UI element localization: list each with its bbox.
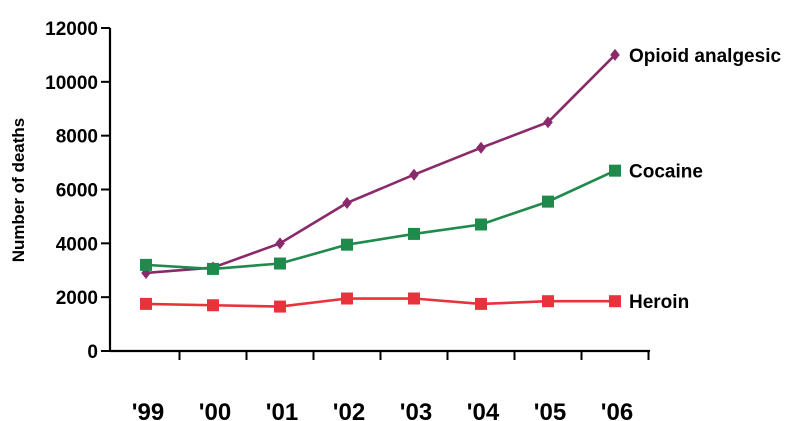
x-tick-label: '01 (266, 399, 298, 421)
y-tick-label: 12000 (45, 19, 98, 40)
x-tick-label: '02 (333, 399, 365, 421)
x-tick-label: '04 (467, 399, 500, 421)
x-tick-label: '99 (132, 399, 164, 421)
data-point (475, 297, 487, 310)
x-tick-label: '03 (400, 399, 432, 421)
data-point (609, 295, 621, 308)
data-point (140, 258, 152, 271)
data-point (408, 292, 420, 305)
series-cocaine: Cocaine (140, 162, 703, 275)
series-group: Opioid analgesic Cocaine Heroin (140, 46, 781, 313)
data-point (274, 300, 286, 313)
data-point (140, 297, 152, 310)
series-opioid-analgesic: Opioid analgesic (141, 46, 781, 279)
data-point (275, 237, 285, 250)
data-point (207, 262, 219, 275)
series-heroin: Heroin (140, 292, 689, 313)
data-point (408, 227, 420, 240)
data-point (342, 196, 352, 209)
series-line-heroin (145, 297, 615, 308)
series-label: Heroin (629, 292, 689, 313)
data-point (542, 195, 554, 208)
y-tick-label: 10000 (45, 73, 98, 94)
data-point (543, 116, 553, 129)
series-label: Cocaine (629, 162, 703, 183)
x-tick-label: '00 (199, 399, 231, 421)
y-tick-label: 6000 (56, 181, 98, 202)
y-tick-label: 8000 (56, 127, 98, 148)
y-tick-label: 2000 (56, 288, 98, 309)
data-point (409, 168, 419, 181)
data-point (274, 257, 286, 270)
data-point (341, 292, 353, 305)
x-tick-label: '05 (534, 399, 566, 421)
y-tick-label: 4000 (56, 234, 98, 255)
data-point (475, 218, 487, 231)
data-point (542, 295, 554, 308)
x-ticks: '99 '00 '01 '02 '03 '04 '05 '06 (132, 351, 650, 421)
data-point (609, 164, 621, 177)
data-point (610, 48, 620, 61)
data-point (207, 299, 219, 312)
series-line-cocaine (145, 169, 616, 271)
data-point (341, 238, 353, 251)
y-ticks: 0 2000 4000 6000 8000 10000 12000 (45, 19, 110, 363)
y-tick-label: 0 (87, 342, 98, 363)
x-tick-label: '06 (601, 399, 633, 421)
y-axis-label: Number of deaths (9, 118, 28, 263)
series-line-opioid-analgesic (145, 53, 616, 275)
series-label: Opioid analgesic (629, 46, 781, 67)
data-point (476, 141, 486, 154)
